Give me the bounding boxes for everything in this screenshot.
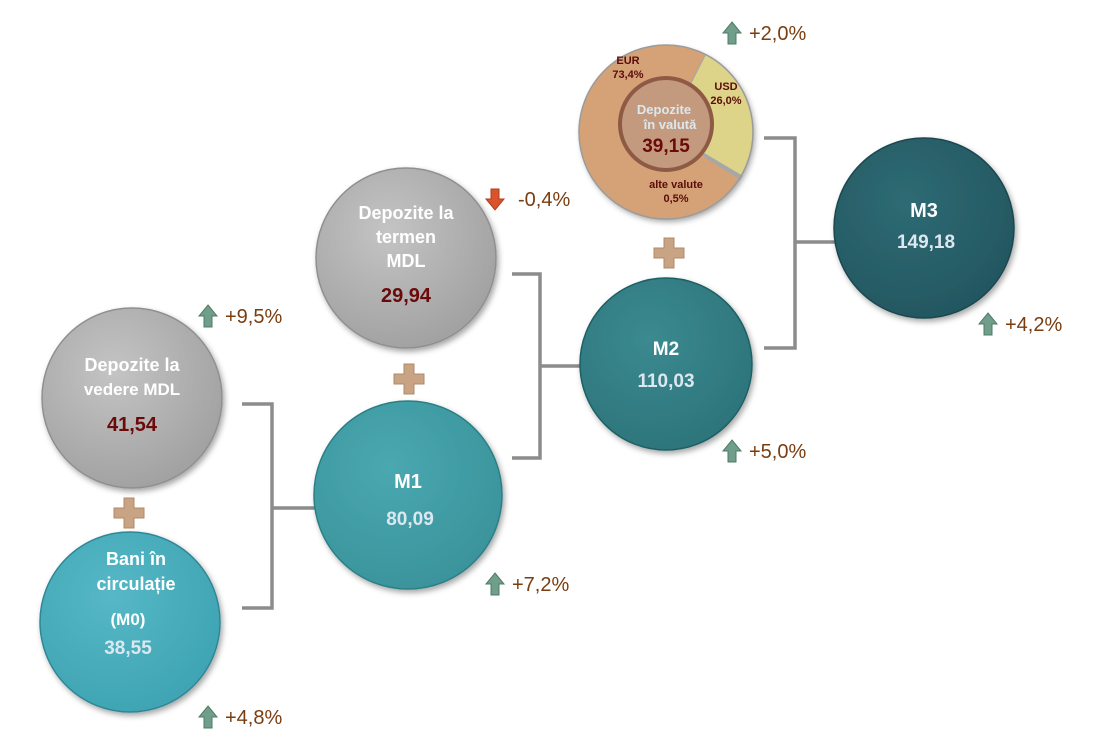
node-label: circulație [96, 574, 175, 594]
change-vedere: +9,5% [197, 304, 282, 328]
change-value: +5,0% [749, 441, 806, 463]
arrow-up-icon [721, 439, 743, 463]
arrow-up-icon [721, 21, 743, 45]
node-label: termen [376, 227, 436, 247]
node-label: în valută [643, 117, 698, 132]
node-label: vedere MDL [84, 380, 180, 399]
change-m2: +5,0% [721, 439, 806, 463]
pie-label-usd-name: USD [714, 81, 737, 93]
node-depozite-termen: Depozite la termen MDL 29,94 [315, 167, 497, 349]
node-label: MDL [387, 251, 426, 271]
pie-label-other-pct: 0,5% [663, 193, 688, 205]
pie-label-eur-pct: 73,4% [612, 69, 643, 81]
bracket-m0-vedere-to-m1 [242, 402, 316, 610]
change-bani: +4,8% [197, 705, 282, 729]
bracket-m2-valuta-to-m3 [764, 136, 836, 350]
change-value: +2,0% [749, 23, 806, 45]
node-value: 80,09 [386, 509, 434, 530]
node-depozite-valuta: Depozite în valută 39,15 EUR 73,4% USD 2… [578, 44, 754, 220]
arrow-up-icon [197, 705, 219, 729]
node-label: (M0) [111, 610, 146, 629]
node-value: 41,54 [107, 414, 158, 436]
arrow-up-icon [197, 304, 219, 328]
bracket-m1-termen-to-m2 [512, 272, 580, 460]
node-value: 149,18 [897, 232, 955, 253]
change-termen: -0,4% [484, 188, 570, 211]
node-value: 110,03 [637, 371, 694, 392]
change-value: -0,4% [518, 189, 570, 211]
pie-label-other-name: alte valute [649, 179, 703, 191]
node-label: Depozite la [358, 203, 454, 223]
node-m2: M2 110,03 [579, 277, 753, 451]
node-m1: M1 80,09 [313, 400, 503, 590]
node-depozite-vedere: Depozite la vedere MDL 41,54 [41, 307, 223, 489]
plus-icon [653, 237, 685, 269]
plus-icon [113, 497, 145, 529]
change-value: +4,2% [1005, 314, 1062, 336]
node-label: Bani în [106, 549, 166, 569]
change-m3: +4,2% [977, 312, 1062, 336]
arrow-up-icon [484, 572, 506, 596]
node-label: M2 [653, 339, 679, 360]
pie-label-usd-pct: 26,0% [710, 95, 741, 107]
change-value: +4,8% [225, 707, 282, 729]
arrow-down-icon [484, 188, 506, 211]
node-m3: M3 149,18 [833, 137, 1015, 319]
pie-label-eur-name: EUR [616, 55, 639, 67]
node-label: M1 [394, 471, 422, 493]
node-value: 29,94 [381, 285, 432, 307]
node-label: Depozite la [84, 355, 180, 375]
change-valuta: +2,0% [721, 21, 806, 45]
change-value: +9,5% [225, 306, 282, 328]
arrow-up-icon [977, 312, 999, 336]
node-bani-circulatie: Bani în circulație (M0) 38,55 [39, 531, 221, 713]
node-value: 39,15 [642, 136, 690, 157]
node-label: Depozite [637, 102, 691, 117]
plus-icon [393, 363, 425, 395]
change-m1: +7,2% [484, 572, 569, 596]
node-label: M3 [910, 200, 938, 222]
change-value: +7,2% [512, 574, 569, 596]
node-value: 38,55 [104, 638, 152, 659]
